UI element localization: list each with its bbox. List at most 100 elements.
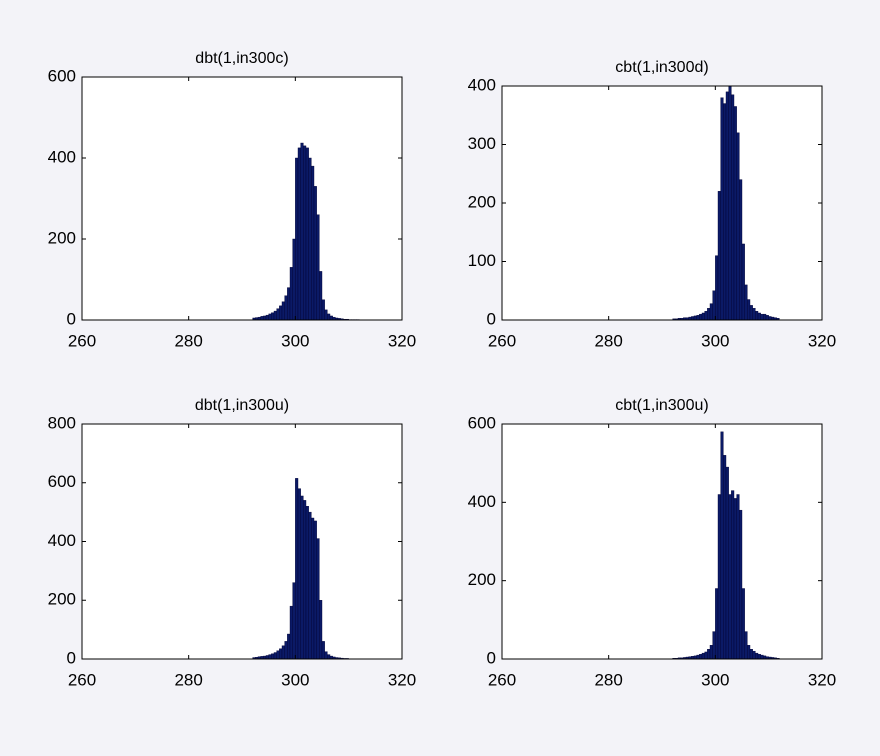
- x-tick-label: 320: [808, 331, 836, 350]
- y-tick-label: 400: [48, 147, 76, 166]
- bar: [733, 498, 737, 660]
- bar: [300, 142, 304, 321]
- bar: [763, 313, 767, 321]
- y-tick-label: 400: [468, 492, 496, 511]
- bar: [319, 271, 323, 321]
- bar: [265, 655, 269, 660]
- bar: [303, 145, 307, 321]
- bar: [728, 85, 732, 321]
- chart-title: dbt(1,in300u): [195, 397, 289, 414]
- subplot: dbt(1,in300c) 0 200 400 600 260 280 300 320: [48, 50, 417, 350]
- bar: [308, 157, 312, 321]
- bar: [757, 312, 761, 321]
- subplot: dbt(1,in300u) 0 200 400 600 800 260 280 300 320: [48, 397, 417, 689]
- y-tick-label: 600: [48, 472, 76, 491]
- bar: [765, 315, 769, 321]
- y-tick-label: 600: [48, 66, 76, 85]
- bar: [731, 490, 735, 660]
- x-tick-label: 300: [701, 331, 729, 350]
- plot-frame: [501, 423, 823, 660]
- bar: [281, 301, 285, 321]
- bar: [281, 645, 285, 660]
- bar: [731, 94, 735, 321]
- y-tick-label: 300: [468, 134, 496, 153]
- bar: [704, 311, 708, 321]
- bar: [739, 179, 743, 321]
- plot-area: [502, 424, 822, 659]
- bar: [715, 255, 719, 321]
- y-tick-label: 0: [67, 648, 76, 667]
- plot-frame: [501, 85, 823, 321]
- bar: [704, 651, 708, 660]
- bar: [289, 605, 293, 660]
- plot-frame: [81, 76, 403, 321]
- bar: [279, 648, 283, 660]
- bar: [747, 299, 751, 321]
- y-tick-label: 0: [487, 648, 496, 667]
- bar: [709, 645, 713, 660]
- bar: [701, 312, 705, 321]
- bar: [305, 147, 309, 321]
- bar: [311, 517, 315, 660]
- subplot: cbt(1,in300d) 0 100 200 300 400 260 280 300 320: [468, 59, 837, 350]
- bar: [313, 520, 317, 660]
- bar: [297, 147, 301, 321]
- bar: [707, 308, 711, 321]
- bar: [297, 488, 301, 660]
- chart-title: cbt(1,in300d): [615, 59, 708, 76]
- bar: [749, 649, 753, 660]
- bar: [760, 313, 764, 321]
- bar: [292, 238, 296, 321]
- y-tick-label: 100: [468, 251, 496, 270]
- y-tick-label: 0: [487, 309, 496, 328]
- bar: [736, 494, 740, 660]
- bar: [263, 315, 267, 321]
- x-tick-label: 260: [68, 331, 96, 350]
- bar: [321, 299, 325, 321]
- bar: [712, 290, 716, 321]
- x-tick-label: 300: [701, 670, 729, 689]
- bar: [755, 652, 759, 660]
- bar: [271, 653, 275, 660]
- plot-area: [502, 86, 822, 320]
- bar: [712, 631, 716, 660]
- bar: [725, 466, 729, 660]
- bar: [728, 494, 732, 660]
- y-tick-label: 200: [48, 228, 76, 247]
- bar: [313, 186, 317, 321]
- bar: [324, 651, 328, 660]
- bar: [268, 313, 272, 321]
- bar: [329, 315, 333, 321]
- bar: [260, 316, 264, 321]
- y-tick-label: 200: [468, 192, 496, 211]
- bar: [271, 312, 275, 321]
- bar: [717, 191, 721, 321]
- bar: [319, 600, 323, 660]
- y-tick-label: 800: [48, 413, 76, 432]
- bar: [292, 582, 296, 660]
- bar: [295, 478, 299, 660]
- bar: [300, 495, 304, 660]
- bar: [268, 654, 272, 660]
- y-tick-label: 200: [468, 570, 496, 589]
- bar: [739, 509, 743, 660]
- bar: [691, 316, 695, 321]
- x-tick-label: 280: [174, 331, 202, 350]
- bar: [273, 310, 277, 321]
- bar: [273, 652, 277, 660]
- bar: [284, 641, 288, 660]
- bar: [327, 313, 331, 321]
- bar: [760, 654, 764, 660]
- bar: [279, 305, 283, 321]
- bar: [276, 308, 280, 321]
- bar: [701, 652, 705, 660]
- bar: [707, 649, 711, 660]
- bar: [733, 106, 737, 321]
- bar: [749, 305, 753, 321]
- bar: [723, 103, 727, 321]
- x-tick-label: 300: [281, 670, 309, 689]
- bar: [723, 455, 727, 660]
- bar: [747, 645, 751, 660]
- y-tick-label: 600: [468, 413, 496, 432]
- bar: [736, 132, 740, 321]
